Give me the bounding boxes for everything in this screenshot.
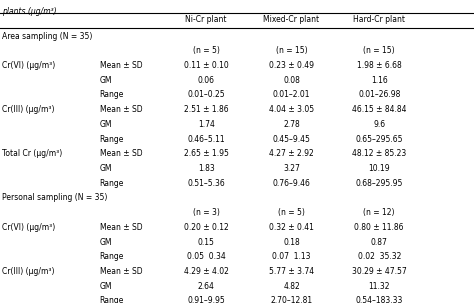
Text: 11.32: 11.32 <box>368 282 390 291</box>
Text: 0.08: 0.08 <box>283 76 300 85</box>
Text: Mixed-Cr plant: Mixed-Cr plant <box>264 15 319 24</box>
Text: Personal sampling (N = 35): Personal sampling (N = 35) <box>2 193 108 202</box>
Text: Cr(VI) (μg/m³): Cr(VI) (μg/m³) <box>2 61 55 70</box>
Text: 0.23 ± 0.49: 0.23 ± 0.49 <box>269 61 314 70</box>
Text: GM: GM <box>100 282 112 291</box>
Text: 0.15: 0.15 <box>198 238 215 247</box>
Text: 0.01–0.25: 0.01–0.25 <box>187 91 225 99</box>
Text: 1.83: 1.83 <box>198 164 215 173</box>
Text: Cr(VI) (μg/m³): Cr(VI) (μg/m³) <box>2 223 55 232</box>
Text: (n = 12): (n = 12) <box>364 208 395 217</box>
Text: Mean ± SD: Mean ± SD <box>100 149 142 158</box>
Text: 0.91–9.95: 0.91–9.95 <box>187 296 225 303</box>
Text: 0.02  35.32: 0.02 35.32 <box>357 252 401 261</box>
Text: 0.01–2.01: 0.01–2.01 <box>273 91 310 99</box>
Text: 3.27: 3.27 <box>283 164 300 173</box>
Text: 0.45–9.45: 0.45–9.45 <box>273 135 310 144</box>
Text: 0.80 ± 11.86: 0.80 ± 11.86 <box>355 223 404 232</box>
Text: 1.98 ± 6.68: 1.98 ± 6.68 <box>357 61 401 70</box>
Text: 4.29 ± 4.02: 4.29 ± 4.02 <box>184 267 228 276</box>
Text: Area sampling (N = 35): Area sampling (N = 35) <box>2 32 93 41</box>
Text: 4.82: 4.82 <box>283 282 300 291</box>
Text: 0.18: 0.18 <box>283 238 300 247</box>
Text: Range: Range <box>100 179 124 188</box>
Text: Cr(III) (μg/m³): Cr(III) (μg/m³) <box>2 105 55 114</box>
Text: GM: GM <box>100 238 112 247</box>
Text: 2.65 ± 1.95: 2.65 ± 1.95 <box>184 149 228 158</box>
Text: 4.27 ± 2.92: 4.27 ± 2.92 <box>269 149 314 158</box>
Text: GM: GM <box>100 76 112 85</box>
Text: Ni-Cr plant: Ni-Cr plant <box>185 15 227 24</box>
Text: (n = 5): (n = 5) <box>193 46 219 55</box>
Text: 46.15 ± 84.84: 46.15 ± 84.84 <box>352 105 406 114</box>
Text: 0.65–295.65: 0.65–295.65 <box>356 135 403 144</box>
Text: Mean ± SD: Mean ± SD <box>100 267 142 276</box>
Text: 2.51 ± 1.86: 2.51 ± 1.86 <box>184 105 228 114</box>
Text: 0.07  1.13: 0.07 1.13 <box>272 252 311 261</box>
Text: 1.74: 1.74 <box>198 120 215 129</box>
Text: (n = 3): (n = 3) <box>193 208 219 217</box>
Text: 0.87: 0.87 <box>371 238 388 247</box>
Text: GM: GM <box>100 120 112 129</box>
Text: (n = 15): (n = 15) <box>364 46 395 55</box>
Text: 0.46–5.11: 0.46–5.11 <box>187 135 225 144</box>
Text: (n = 15): (n = 15) <box>276 46 307 55</box>
Text: 0.51–5.36: 0.51–5.36 <box>187 179 225 188</box>
Text: Total Cr (μg/m³): Total Cr (μg/m³) <box>2 149 63 158</box>
Text: Range: Range <box>100 91 124 99</box>
Text: (n = 5): (n = 5) <box>278 208 305 217</box>
Text: Cr(III) (μg/m³): Cr(III) (μg/m³) <box>2 267 55 276</box>
Text: 0.20 ± 0.12: 0.20 ± 0.12 <box>184 223 228 232</box>
Text: Mean ± SD: Mean ± SD <box>100 223 142 232</box>
Text: 0.11 ± 0.10: 0.11 ± 0.10 <box>184 61 228 70</box>
Text: Hard-Cr plant: Hard-Cr plant <box>353 15 405 24</box>
Text: Mean ± SD: Mean ± SD <box>100 61 142 70</box>
Text: Range: Range <box>100 135 124 144</box>
Text: Range: Range <box>100 296 124 303</box>
Text: 1.16: 1.16 <box>371 76 388 85</box>
Text: 2.78: 2.78 <box>283 120 300 129</box>
Text: plants (μg/m³): plants (μg/m³) <box>2 7 57 16</box>
Text: 0.06: 0.06 <box>198 76 215 85</box>
Text: GM: GM <box>100 164 112 173</box>
Text: 9.6: 9.6 <box>373 120 385 129</box>
Text: 48.12 ± 85.23: 48.12 ± 85.23 <box>352 149 406 158</box>
Text: 0.01–26.98: 0.01–26.98 <box>358 91 401 99</box>
Text: 0.54–183.33: 0.54–183.33 <box>356 296 403 303</box>
Text: 0.68–295.95: 0.68–295.95 <box>356 179 403 188</box>
Text: 0.05  0.34: 0.05 0.34 <box>187 252 226 261</box>
Text: 5.77 ± 3.74: 5.77 ± 3.74 <box>269 267 314 276</box>
Text: 2.64: 2.64 <box>198 282 215 291</box>
Text: 2.70–12.81: 2.70–12.81 <box>271 296 312 303</box>
Text: 10.19: 10.19 <box>368 164 390 173</box>
Text: 4.04 ± 3.05: 4.04 ± 3.05 <box>269 105 314 114</box>
Text: Range: Range <box>100 252 124 261</box>
Text: 0.32 ± 0.41: 0.32 ± 0.41 <box>269 223 314 232</box>
Text: Mean ± SD: Mean ± SD <box>100 105 142 114</box>
Text: 30.29 ± 47.57: 30.29 ± 47.57 <box>352 267 407 276</box>
Text: 0.76–9.46: 0.76–9.46 <box>273 179 310 188</box>
